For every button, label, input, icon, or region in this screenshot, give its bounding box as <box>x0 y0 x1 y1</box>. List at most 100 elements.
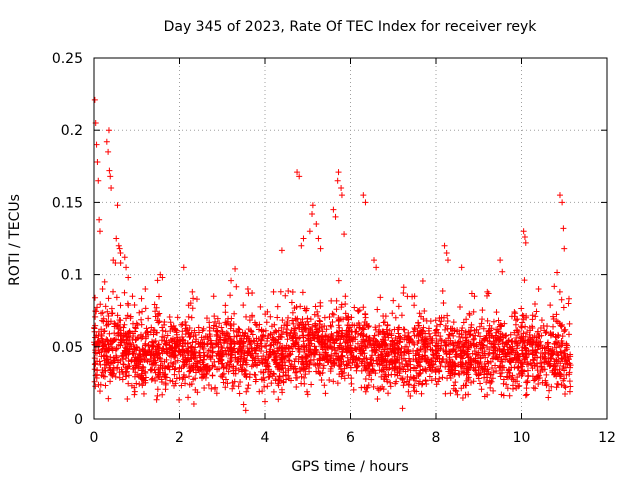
data-point <box>463 360 470 367</box>
data-point <box>499 268 506 275</box>
data-point <box>92 334 99 341</box>
data-point <box>551 367 558 374</box>
data-point <box>283 342 290 349</box>
data-point <box>420 324 427 331</box>
data-point <box>456 303 463 310</box>
data-point <box>281 354 288 361</box>
data-point <box>514 316 521 323</box>
data-point <box>186 334 193 341</box>
data-point <box>193 358 200 365</box>
data-point <box>554 318 561 325</box>
data-point <box>511 364 518 371</box>
data-point <box>111 323 118 330</box>
data-point <box>450 319 457 326</box>
data-point <box>118 353 125 360</box>
data-point <box>362 388 369 395</box>
data-point <box>400 289 407 296</box>
data-point <box>297 303 304 310</box>
data-point <box>92 347 99 354</box>
x-tick-label: 4 <box>261 430 270 446</box>
data-point <box>275 365 282 372</box>
data-point <box>124 337 131 344</box>
data-point <box>562 384 569 391</box>
data-point <box>152 357 159 364</box>
data-point <box>123 264 130 271</box>
data-point <box>226 364 233 371</box>
data-point <box>161 365 168 372</box>
data-point <box>107 369 114 376</box>
data-point <box>104 308 111 315</box>
data-point <box>543 329 550 336</box>
data-point <box>514 374 521 381</box>
data-point <box>220 364 227 371</box>
data-point <box>457 347 464 354</box>
data-point <box>447 337 454 344</box>
data-point <box>453 343 460 350</box>
data-point <box>389 310 396 317</box>
data-point <box>378 367 385 374</box>
data-point <box>479 342 486 349</box>
data-point <box>435 340 442 347</box>
data-point <box>342 343 349 350</box>
data-point <box>354 340 361 347</box>
data-point <box>94 158 101 165</box>
data-point <box>115 359 122 366</box>
data-point <box>383 326 390 333</box>
data-point <box>439 356 446 363</box>
data-point <box>291 305 298 312</box>
data-point <box>158 376 165 383</box>
data-point <box>238 353 245 360</box>
data-point <box>153 396 160 403</box>
data-point <box>102 382 109 389</box>
data-point <box>115 242 122 249</box>
data-point <box>533 374 540 381</box>
data-point <box>207 353 214 360</box>
data-point <box>542 377 549 384</box>
data-point <box>247 327 254 334</box>
data-point <box>407 367 414 374</box>
data-point <box>417 330 424 337</box>
data-point <box>107 173 114 180</box>
data-point <box>359 325 366 332</box>
data-point <box>125 302 132 309</box>
data-point <box>126 363 133 370</box>
data-point <box>163 374 170 381</box>
data-point <box>235 325 242 332</box>
data-point <box>557 373 564 380</box>
data-point <box>183 358 190 365</box>
data-point <box>345 372 352 379</box>
data-point <box>522 239 529 246</box>
data-point <box>324 337 331 344</box>
data-point <box>114 202 121 209</box>
data-point <box>442 322 449 329</box>
data-point <box>138 295 145 302</box>
data-point <box>549 351 556 358</box>
data-point <box>171 325 178 332</box>
data-point <box>414 347 421 354</box>
data-point <box>313 368 320 375</box>
data-point <box>518 305 525 312</box>
data-point <box>251 338 258 345</box>
data-point <box>338 192 345 199</box>
data-point <box>309 210 316 217</box>
data-point <box>359 358 366 365</box>
data-point <box>329 319 336 326</box>
data-point <box>493 309 500 316</box>
data-point <box>159 324 166 331</box>
data-point <box>166 342 173 349</box>
data-point <box>399 405 406 412</box>
data-point <box>334 177 341 184</box>
data-point <box>154 392 161 399</box>
data-point <box>414 328 421 335</box>
data-point <box>167 323 174 330</box>
data-point <box>417 346 424 353</box>
data-point <box>292 369 299 376</box>
data-point <box>338 184 345 191</box>
data-point <box>254 340 261 347</box>
data-point <box>248 328 255 335</box>
data-point <box>433 322 440 329</box>
data-point <box>363 333 370 340</box>
data-point <box>382 313 389 320</box>
data-point <box>490 387 497 394</box>
